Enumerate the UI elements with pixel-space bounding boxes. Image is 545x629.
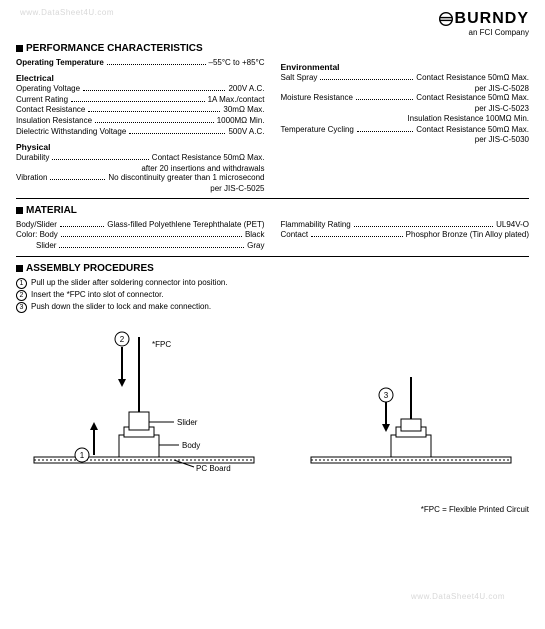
vibration-val: No discontinuity greater than 1 microsec…	[108, 173, 264, 184]
label-slider: Slider	[177, 418, 198, 427]
spec-label: Dielectric Withstanding Voltage	[16, 127, 126, 138]
step-number-icon: 1	[16, 278, 27, 289]
footnote-fpc: *FPC = Flexible Printed Circuit	[16, 505, 529, 514]
material-left-col: Body/Slider Glass-filled Polyethlene Tere…	[16, 220, 265, 252]
material-right-col: Flammability Rating UL94V-O Contact Phospho…	[281, 220, 530, 252]
performance-block: Operating Temperature –55°C to +85°C Elec…	[16, 58, 529, 194]
env-head: Environmental	[281, 62, 530, 72]
brand-logo: BURNDY	[439, 10, 529, 28]
spec-value: UL94V-O	[496, 220, 529, 231]
assembly-diagrams: 2 1 *FPC Slider Body PC Board 3	[16, 327, 529, 497]
spec-label: Salt Spray	[281, 73, 318, 84]
op-temp-label: Operating Temperature	[16, 58, 104, 69]
spec-value: Insulation Resistance 100MΩ Min.	[407, 114, 529, 125]
spec-cont: per JIS-C-5030	[281, 135, 530, 145]
spec-value: Contact Resistance 50mΩ Max.	[416, 125, 529, 136]
spec-value: 30mΩ Max.	[223, 105, 264, 116]
assembly-step: 3 Push down the slider to lock and make c…	[16, 302, 529, 313]
divider	[16, 256, 529, 257]
section-material-title: MATERIAL	[16, 205, 529, 216]
step-text: Push down the slider to lock and make co…	[31, 302, 211, 313]
brand-name: BURNDY	[455, 10, 529, 28]
spec-label: Slider	[16, 241, 56, 252]
perf-left-col: Operating Temperature –55°C to +85°C Elec…	[16, 58, 265, 194]
spec-cont: per JIS-C-5023	[281, 104, 530, 114]
brand-icon	[439, 12, 453, 26]
diagram-left: 2 1 *FPC Slider Body PC Board	[24, 327, 264, 497]
spec-label: Operating Voltage	[16, 84, 80, 95]
spec-cont: per JIS-C-5028	[281, 84, 530, 94]
physical-head: Physical	[16, 142, 265, 152]
spec-label: Moisture Resistance	[281, 93, 353, 104]
circled-1: 1	[80, 451, 85, 460]
spec-value: 200V A.C.	[228, 84, 264, 95]
divider	[16, 198, 529, 199]
durability-label: Durability	[16, 153, 49, 164]
label-body: Body	[182, 441, 200, 450]
spec-label: Contact Resistance	[16, 105, 85, 116]
label-fpc: *FPC	[152, 340, 171, 349]
spec-label: Current Rating	[16, 95, 68, 106]
spec-label: Flammability Rating	[281, 220, 351, 231]
electrical-head: Electrical	[16, 73, 265, 83]
vibration-cont: per JIS-C-5025	[16, 184, 265, 194]
circled-2: 2	[120, 335, 125, 344]
spec-label: Temperature Cycling	[281, 125, 354, 136]
spec-label: Insulation Resistance	[16, 116, 92, 127]
assembly-step: 2 Insert the *FPC into slot of connector.	[16, 290, 529, 301]
assembly-step: 1 Pull up the slider after soldering conn…	[16, 278, 529, 289]
step-number-icon: 2	[16, 290, 27, 301]
durability-val: Contact Resistance 50mΩ Max.	[152, 153, 265, 164]
step-number-icon: 3	[16, 302, 27, 313]
spec-value: Black	[245, 230, 265, 241]
spec-value: Contact Resistance 50mΩ Max.	[416, 73, 529, 84]
label-pcboard: PC Board	[196, 464, 231, 473]
spec-label: Contact	[281, 230, 309, 241]
op-temp-val: –55°C to +85°C	[209, 58, 265, 69]
spec-label: Body/Slider	[16, 220, 57, 231]
durability-cont: after 20 insertions and withdrawals	[16, 164, 265, 174]
watermark-top: www.DataSheet4U.com	[20, 8, 114, 17]
perf-right-col: Environmental Salt Spray Contact Resistan…	[281, 58, 530, 194]
section-assembly-title: ASSEMBLY PROCEDURES	[16, 263, 529, 274]
spec-value: 1A Max./contact	[208, 95, 265, 106]
diagram-right: 3	[301, 327, 521, 497]
spec-label: Color: Body	[16, 230, 58, 241]
watermark-bottom: www.DataSheet4U.com	[411, 592, 505, 601]
spec-value: 1000MΩ Min.	[217, 116, 265, 127]
step-text: Insert the *FPC into slot of connector.	[31, 290, 164, 301]
vibration-label: Vibration	[16, 173, 47, 184]
assembly-steps: 1 Pull up the slider after soldering conn…	[16, 278, 529, 313]
step-text: Pull up the slider after soldering conne…	[31, 278, 228, 289]
spec-value: Glass-filled Polyethlene Terephthalate (…	[107, 220, 264, 231]
circled-3: 3	[384, 391, 389, 400]
spec-value: Gray	[247, 241, 264, 252]
brand-subtitle: an FCI Company	[16, 28, 529, 37]
spec-value: 500V A.C.	[228, 127, 264, 138]
section-performance-title: PERFORMANCE CHARACTERISTICS	[16, 43, 529, 54]
spec-value: Contact Resistance 50mΩ Max.	[416, 93, 529, 104]
spec-value: Phosphor Bronze (Tin Alloy plated)	[406, 230, 529, 241]
material-block: Body/Slider Glass-filled Polyethlene Tere…	[16, 220, 529, 252]
